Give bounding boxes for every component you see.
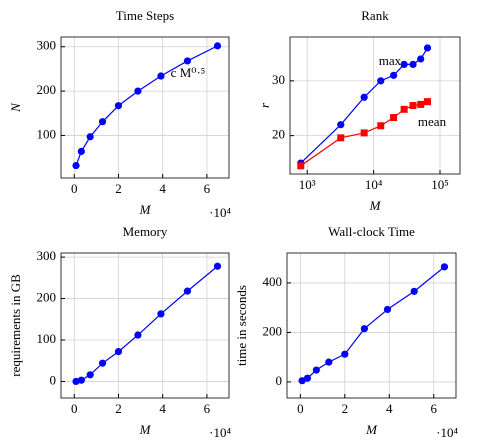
marker <box>423 44 432 52</box>
y-tick-label: 100 <box>37 331 57 346</box>
marker <box>114 348 123 356</box>
marker <box>409 102 417 109</box>
annotation: max <box>379 53 402 68</box>
marker <box>303 374 312 382</box>
marker <box>72 161 80 170</box>
marker <box>337 134 345 142</box>
marker <box>213 42 222 50</box>
x-axis-label: M <box>365 422 378 437</box>
series-line <box>75 45 218 166</box>
x-tick-label: 4 <box>159 181 166 196</box>
y-tick-label: 300 <box>37 248 57 263</box>
series-line <box>301 266 445 382</box>
marker <box>377 122 385 130</box>
x-axis-label: M <box>139 202 152 217</box>
y-tick-label: 200 <box>263 323 283 338</box>
x-tick-label: 6 <box>204 181 211 196</box>
chart-title: Wall-clock Time <box>328 224 415 239</box>
plot-frame <box>60 36 230 179</box>
marker <box>400 60 408 68</box>
x-tick-label: 4 <box>386 401 393 416</box>
marker <box>390 71 398 79</box>
y-tick-label: 0 <box>276 373 283 388</box>
y-tick-label: 20 <box>272 127 285 142</box>
y-tick-label: 300 <box>37 38 57 53</box>
y-axis-label: N <box>8 102 23 113</box>
x-tick-label: 0 <box>297 401 304 416</box>
marker <box>298 377 306 385</box>
marker <box>114 102 123 110</box>
marker <box>86 133 94 141</box>
marker <box>213 262 222 270</box>
x-tick-label: 6 <box>204 401 211 416</box>
marker <box>98 118 107 126</box>
marker <box>390 114 398 122</box>
series-line <box>75 265 218 383</box>
marker <box>337 121 345 129</box>
marker <box>134 331 142 339</box>
series-line <box>300 47 429 164</box>
x-axis-label: M <box>369 198 382 213</box>
x-tick-label: 0 <box>71 401 78 416</box>
y-tick-label: 30 <box>272 72 285 87</box>
y-axis-label: time in seconds <box>234 285 249 366</box>
marker <box>360 129 368 137</box>
chart-title: Time Steps <box>116 8 174 23</box>
x-tick-label: 10⁴ <box>365 177 383 192</box>
marker <box>77 147 85 155</box>
marker <box>183 287 192 295</box>
x-multiplier: ·10⁴ <box>436 425 458 440</box>
marker <box>312 366 320 374</box>
y-tick-label: 200 <box>37 290 57 305</box>
x-tick-label: 10³ <box>299 177 316 192</box>
marker <box>297 162 305 170</box>
marker <box>410 287 418 295</box>
marker <box>325 358 333 366</box>
x-tick-label: 0 <box>71 181 78 196</box>
marker <box>77 376 85 384</box>
plot-frame <box>286 252 457 399</box>
marker <box>383 305 392 314</box>
x-multiplier: ·10⁴ <box>209 425 231 440</box>
annotation: c M⁰·⁵ <box>171 65 206 80</box>
x-tick-label: 6 <box>431 401 438 416</box>
x-multiplier: ·10⁴ <box>209 205 231 220</box>
chart-title: Memory <box>123 224 168 239</box>
marker <box>341 350 349 358</box>
y-tick-label: 200 <box>37 82 57 97</box>
y-tick-label: 0 <box>50 372 57 387</box>
marker <box>400 105 408 113</box>
y-tick-label: 400 <box>263 274 283 289</box>
marker <box>377 77 385 85</box>
x-axis-label: M <box>139 422 152 437</box>
marker <box>157 310 165 318</box>
annotation: mean <box>418 114 447 129</box>
x-tick-label: 10⁵ <box>431 177 449 192</box>
plot-frame <box>289 36 461 175</box>
marker <box>417 100 425 108</box>
x-tick-label: 4 <box>159 401 166 416</box>
x-tick-label: 2 <box>115 401 122 416</box>
x-tick-label: 2 <box>342 401 349 416</box>
marker <box>183 57 192 65</box>
marker <box>134 87 142 95</box>
marker <box>98 359 107 367</box>
marker <box>86 371 94 379</box>
marker <box>409 60 417 68</box>
marker <box>360 325 368 333</box>
y-tick-label: 100 <box>37 126 57 141</box>
x-tick-label: 2 <box>115 181 122 196</box>
plot-frame <box>60 252 230 399</box>
marker <box>417 55 425 63</box>
marker <box>360 93 368 101</box>
chart-title: Rank <box>361 8 389 23</box>
marker <box>424 98 432 106</box>
marker <box>440 263 449 271</box>
y-axis-label: requirements in GB <box>8 274 23 377</box>
y-axis-label: r <box>257 102 272 108</box>
marker <box>157 72 165 80</box>
